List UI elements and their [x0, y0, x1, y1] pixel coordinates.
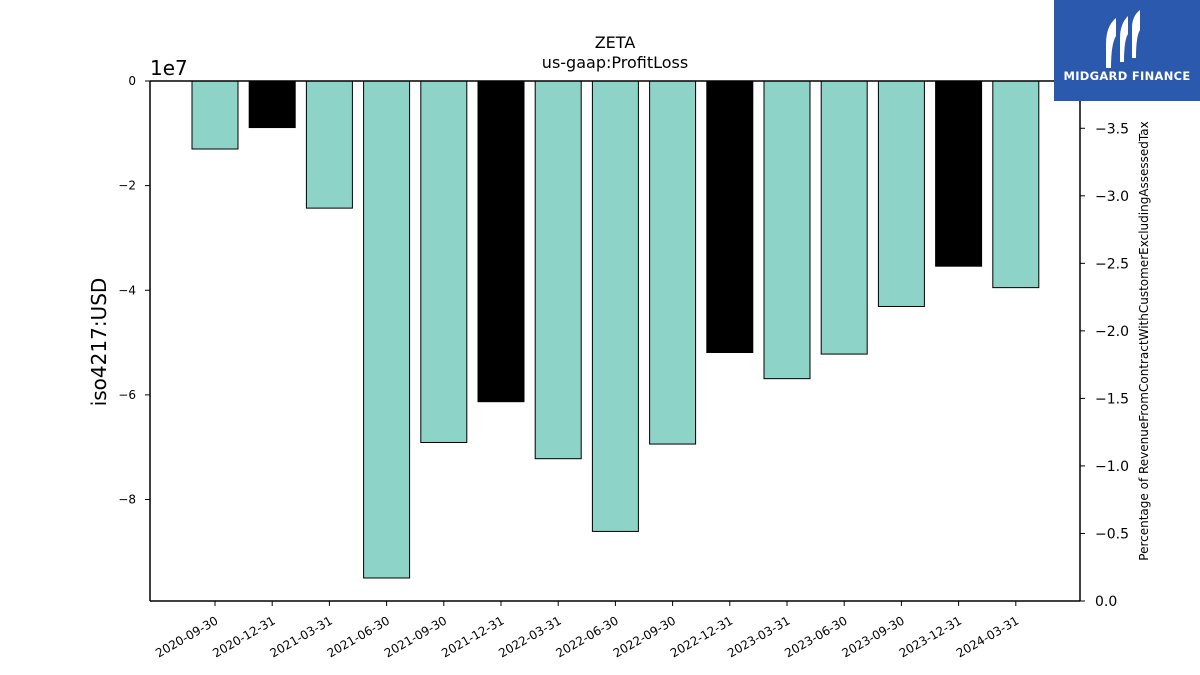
bar-2022-12-31 [706, 80, 754, 354]
y-tick-label: −8 [118, 493, 136, 507]
y-axis-label: iso4217:USD [87, 278, 111, 407]
x-tick-label: 2023-12-31 [897, 613, 964, 660]
chart-title: ZETA [595, 33, 636, 52]
x-tick-label: 2021-03-31 [267, 613, 334, 660]
bar-2023-12-31 [935, 80, 983, 267]
x-tick-label: 2023-06-30 [782, 613, 849, 660]
x-tick-label: 2022-09-30 [611, 613, 678, 660]
y-tick-label: −2 [118, 179, 136, 193]
y-tick-label: −6 [118, 388, 136, 402]
bar-2023-09-30 [877, 80, 925, 307]
x-tick-label: 2020-12-31 [210, 613, 277, 660]
logo-text: MIDGARD FINANCE [1063, 69, 1191, 83]
x-tick-label: 2021-06-30 [325, 613, 392, 660]
bars-group [191, 80, 1040, 579]
bar-2022-03-31 [534, 80, 582, 460]
midgard-finance-logo: MIDGARD FINANCE [1054, 0, 1200, 101]
x-tick-label: 2022-06-30 [553, 613, 620, 660]
y2-tick-label: −1.5 [1095, 391, 1129, 407]
y-tick-label: −4 [118, 283, 136, 297]
bar-2021-09-30 [420, 80, 468, 443]
bar-2021-12-31 [477, 80, 525, 403]
y2-axis-label: Percentage of RevenueFromContractWithCus… [1137, 121, 1151, 560]
x-tick-label: 2022-12-31 [668, 613, 735, 660]
y-axis-offset-label: 1e7 [150, 56, 188, 80]
y2-tick-label: −2.5 [1095, 256, 1129, 272]
x-tick-label: 2024-03-31 [954, 613, 1021, 660]
x-tick-label: 2021-12-31 [439, 613, 506, 660]
y2-tick-label: −0.5 [1095, 526, 1129, 542]
bar-2023-03-31 [763, 80, 811, 380]
y2-tick-label: −3.0 [1095, 189, 1129, 205]
chart-subtitle: us-gaap:ProfitLoss [542, 53, 688, 72]
bar-2023-06-30 [820, 80, 868, 355]
x-tick-label: 2021-09-30 [382, 613, 449, 660]
bar-2022-06-30 [591, 80, 639, 532]
y2-tick-label: 0.0 [1095, 594, 1117, 610]
x-tick-label: 2022-03-31 [496, 613, 563, 660]
bar-2022-09-30 [649, 80, 697, 445]
bar-2021-06-30 [363, 80, 411, 579]
x-tick-label: 2020-09-30 [153, 613, 220, 660]
x-tick-label: 2023-03-31 [725, 613, 792, 660]
y2-tick-label: −3.5 [1095, 121, 1129, 137]
bar-2024-03-31 [992, 80, 1040, 289]
bar-2020-12-31 [248, 80, 296, 129]
y-tick-label: 0 [128, 74, 136, 88]
y2-tick-label: −1.0 [1095, 459, 1129, 475]
logo-mark-icon [1106, 10, 1140, 68]
bar-2021-03-31 [305, 80, 353, 209]
y2-tick-label: −2.0 [1095, 324, 1129, 340]
x-tick-label: 2023-09-30 [839, 613, 906, 660]
bar-2020-09-30 [191, 80, 239, 150]
